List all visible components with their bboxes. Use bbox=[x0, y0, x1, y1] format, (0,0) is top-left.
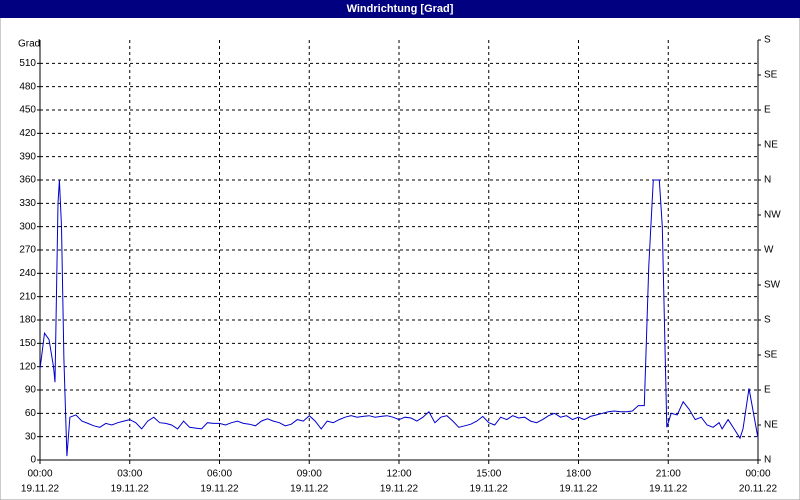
y-tick-label: 450 bbox=[19, 105, 36, 116]
y-tick-label: 360 bbox=[19, 175, 36, 186]
y-tick-label: 270 bbox=[19, 245, 36, 256]
y-tick-label: 90 bbox=[25, 385, 37, 396]
x-tick-date: 19.11.22 bbox=[200, 484, 239, 495]
y2-tick-label: W bbox=[764, 245, 774, 256]
x-tick-date: 19.11.22 bbox=[290, 484, 329, 495]
y-tick-label: 510 bbox=[19, 58, 36, 69]
chart-title: Windrichtung [Grad] bbox=[347, 3, 454, 15]
data-line bbox=[39, 179, 759, 457]
y-tick-label: 330 bbox=[19, 198, 36, 209]
y2-tick-label: E bbox=[764, 385, 771, 396]
x-tick-label: 21:00 bbox=[656, 469, 681, 480]
y2-tick-label: NE bbox=[764, 420, 778, 431]
y2-tick-label: SE bbox=[764, 350, 778, 361]
x-tick-label: 00:00 bbox=[745, 469, 770, 480]
x-tick-label: 12:00 bbox=[386, 469, 411, 480]
x-tick-date: 19.11.22 bbox=[21, 484, 60, 495]
y-tick-label: 150 bbox=[19, 338, 36, 349]
x-tick-label: 00:00 bbox=[27, 469, 52, 480]
y-tick-label: 480 bbox=[19, 81, 36, 92]
x-tick-date: 20.11.22 bbox=[739, 484, 778, 495]
y2-tick-label: N bbox=[764, 455, 771, 466]
y2-tick-label: S bbox=[764, 315, 771, 326]
y-tick-label: 30 bbox=[25, 431, 37, 442]
x-tick-label: 06:00 bbox=[207, 469, 232, 480]
x-tick-label: 03:00 bbox=[117, 469, 142, 480]
x-tick-date: 19.11.22 bbox=[380, 484, 419, 495]
y-tick-label: 420 bbox=[19, 128, 36, 139]
y2-tick-label: SE bbox=[764, 70, 778, 81]
y2-tick-label: NE bbox=[764, 140, 778, 151]
y-axis-label: Grad bbox=[18, 39, 40, 50]
x-tick-date: 19.11.22 bbox=[111, 484, 150, 495]
y-tick-label: 240 bbox=[19, 268, 36, 279]
y-tick-label: 300 bbox=[19, 221, 36, 232]
y2-tick-label: SW bbox=[764, 280, 781, 291]
y2-tick-label: S bbox=[764, 35, 771, 46]
y-tick-label: 180 bbox=[19, 315, 36, 326]
x-tick-date: 19.11.22 bbox=[559, 484, 598, 495]
y-tick-label: 210 bbox=[19, 291, 36, 302]
y-tick-label: 60 bbox=[25, 408, 37, 419]
y-tick-label: 0 bbox=[30, 455, 36, 466]
y2-tick-label: NW bbox=[764, 210, 781, 221]
x-tick-label: 18:00 bbox=[566, 469, 591, 480]
y-tick-label: 390 bbox=[19, 151, 36, 162]
y2-tick-label: E bbox=[764, 105, 771, 116]
title-bar bbox=[0, 0, 800, 18]
x-tick-label: 15:00 bbox=[476, 469, 501, 480]
x-tick-date: 19.11.22 bbox=[470, 484, 509, 495]
x-tick-label: 09:00 bbox=[297, 469, 322, 480]
x-tick-date: 19.11.22 bbox=[649, 484, 688, 495]
y2-tick-label: N bbox=[764, 175, 771, 186]
y-tick-label: 120 bbox=[19, 361, 36, 372]
